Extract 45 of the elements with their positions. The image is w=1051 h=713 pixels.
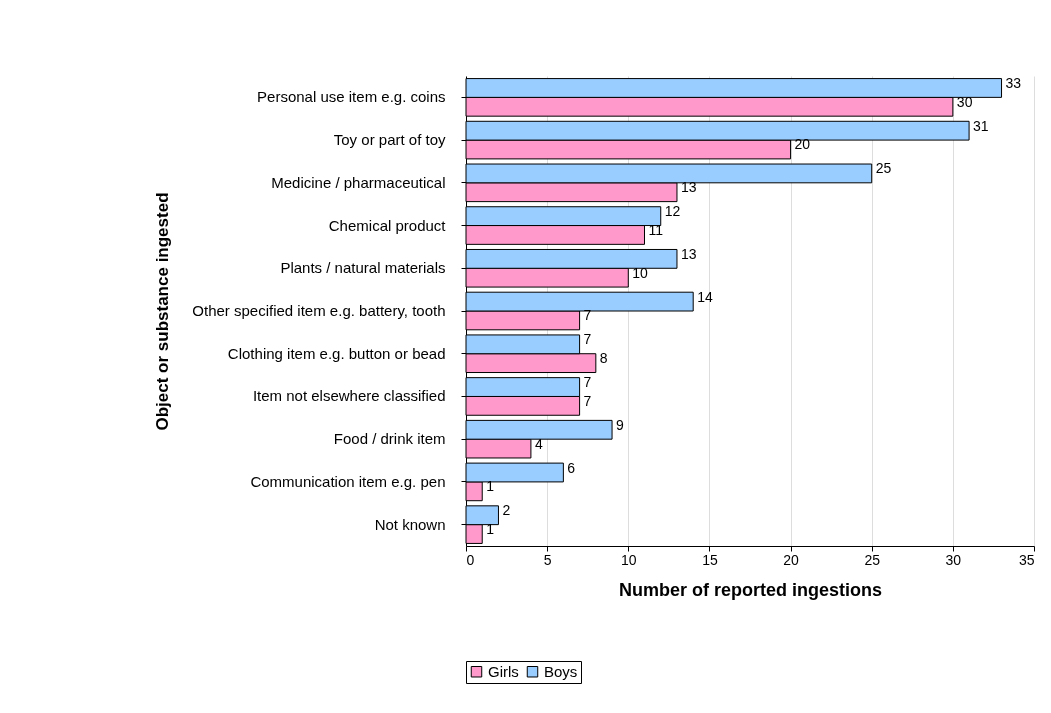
y-tick-label: Communication item e.g. pen xyxy=(250,472,446,490)
data-label: 1 xyxy=(486,521,495,538)
data-label: 20 xyxy=(794,136,811,153)
data-label: 2 xyxy=(502,502,511,519)
x-tick-label: 30 xyxy=(945,551,962,568)
x-tick-label: 10 xyxy=(621,551,637,568)
legend-label: Girls xyxy=(488,662,519,680)
y-tick-label: Item not elsewhere classified xyxy=(252,387,446,405)
y-tick-label: Chemical product xyxy=(328,216,447,234)
x-tick-label: 35 xyxy=(1018,551,1035,568)
data-label: 25 xyxy=(875,160,892,177)
data-label: 33 xyxy=(1005,74,1022,91)
y-tick-label: Food / drink item xyxy=(333,430,446,448)
data-label: 11 xyxy=(648,221,664,238)
data-label: 14 xyxy=(697,288,713,305)
y-tick-label: Other specified item e.g. battery, tooth xyxy=(192,302,446,319)
data-label: 7 xyxy=(583,392,592,409)
y-tick-label: Toy or part of toy xyxy=(333,131,446,149)
data-label: 13 xyxy=(680,245,697,262)
data-label: 4 xyxy=(534,435,543,452)
data-label: 8 xyxy=(599,350,608,367)
y-tick-label: Not known xyxy=(374,515,446,533)
y-tick-label: Personal use item e.g. coins xyxy=(257,88,446,106)
data-label: 7 xyxy=(583,331,592,348)
data-label: 30 xyxy=(956,93,973,110)
y-tick-label: Plants / natural materials xyxy=(280,259,446,277)
data-label: 1 xyxy=(486,478,495,495)
x-tick-label: 15 xyxy=(702,551,718,568)
data-label: 13 xyxy=(680,179,697,196)
data-label: 7 xyxy=(583,307,592,324)
x-axis-title: Number of reported ingestions xyxy=(618,579,883,600)
legend-label: Boys xyxy=(544,662,578,680)
data-label: 31 xyxy=(973,117,989,134)
data-label: 12 xyxy=(664,203,681,220)
data-label: 9 xyxy=(616,416,625,433)
y-axis-title: Object or substance ingested xyxy=(152,192,172,431)
data-label: 7 xyxy=(583,374,592,391)
data-label: 6 xyxy=(567,459,576,476)
x-tick-label: 25 xyxy=(864,551,881,568)
x-tick-label: 0 xyxy=(466,551,475,568)
data-label: 10 xyxy=(632,264,649,281)
y-tick-label: Medicine / pharmaceutical xyxy=(271,173,446,191)
x-tick-label: 20 xyxy=(783,551,800,568)
y-tick-label: Clothing item e.g. button or bead xyxy=(227,344,446,362)
x-tick-label: 5 xyxy=(543,551,552,568)
